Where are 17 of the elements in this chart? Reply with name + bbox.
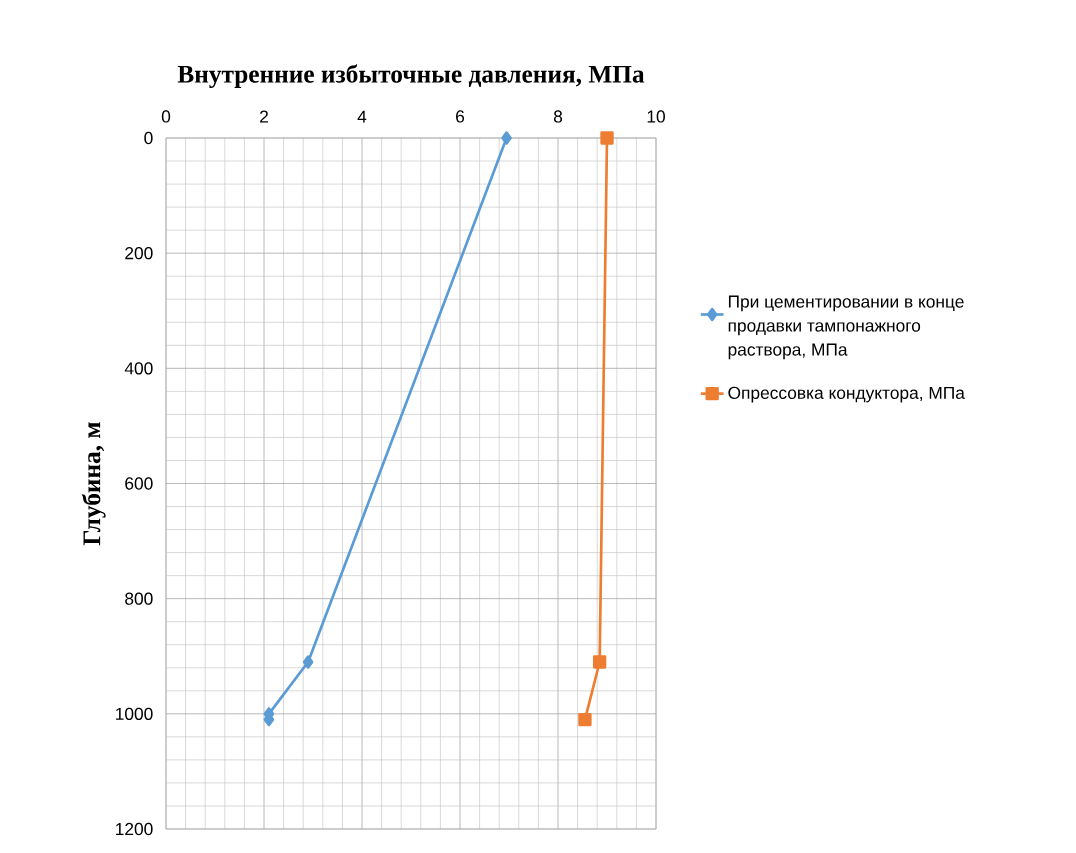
x-tick-label: 6 [456,110,465,123]
y-axis-title: Глубина, м [81,422,106,546]
y-tick-label: 800 [125,592,153,605]
y-tick-label: 200 [125,247,153,260]
x-tick-label: 2 [260,110,268,123]
y-tick-label: 400 [124,362,153,375]
x-tick-label: 10 [647,110,665,123]
chart-title: Внутренние избыточные давления, МПа [177,64,645,88]
x-tick-label: 8 [553,110,563,123]
x-tick-label: 4 [357,110,367,123]
x-tick-label: 0 [161,110,171,123]
legend-label: При цементировании в конце продавки тампонажного раствора, МПа [728,295,964,360]
y-tick-label: 1200 [116,822,153,836]
y-tick-label: 600 [125,477,153,490]
y-tick-label: 0 [144,131,153,145]
y-tick-label: 1000 [116,707,153,720]
legend-label: Опрессовка кондуктора, МПа [728,386,965,403]
